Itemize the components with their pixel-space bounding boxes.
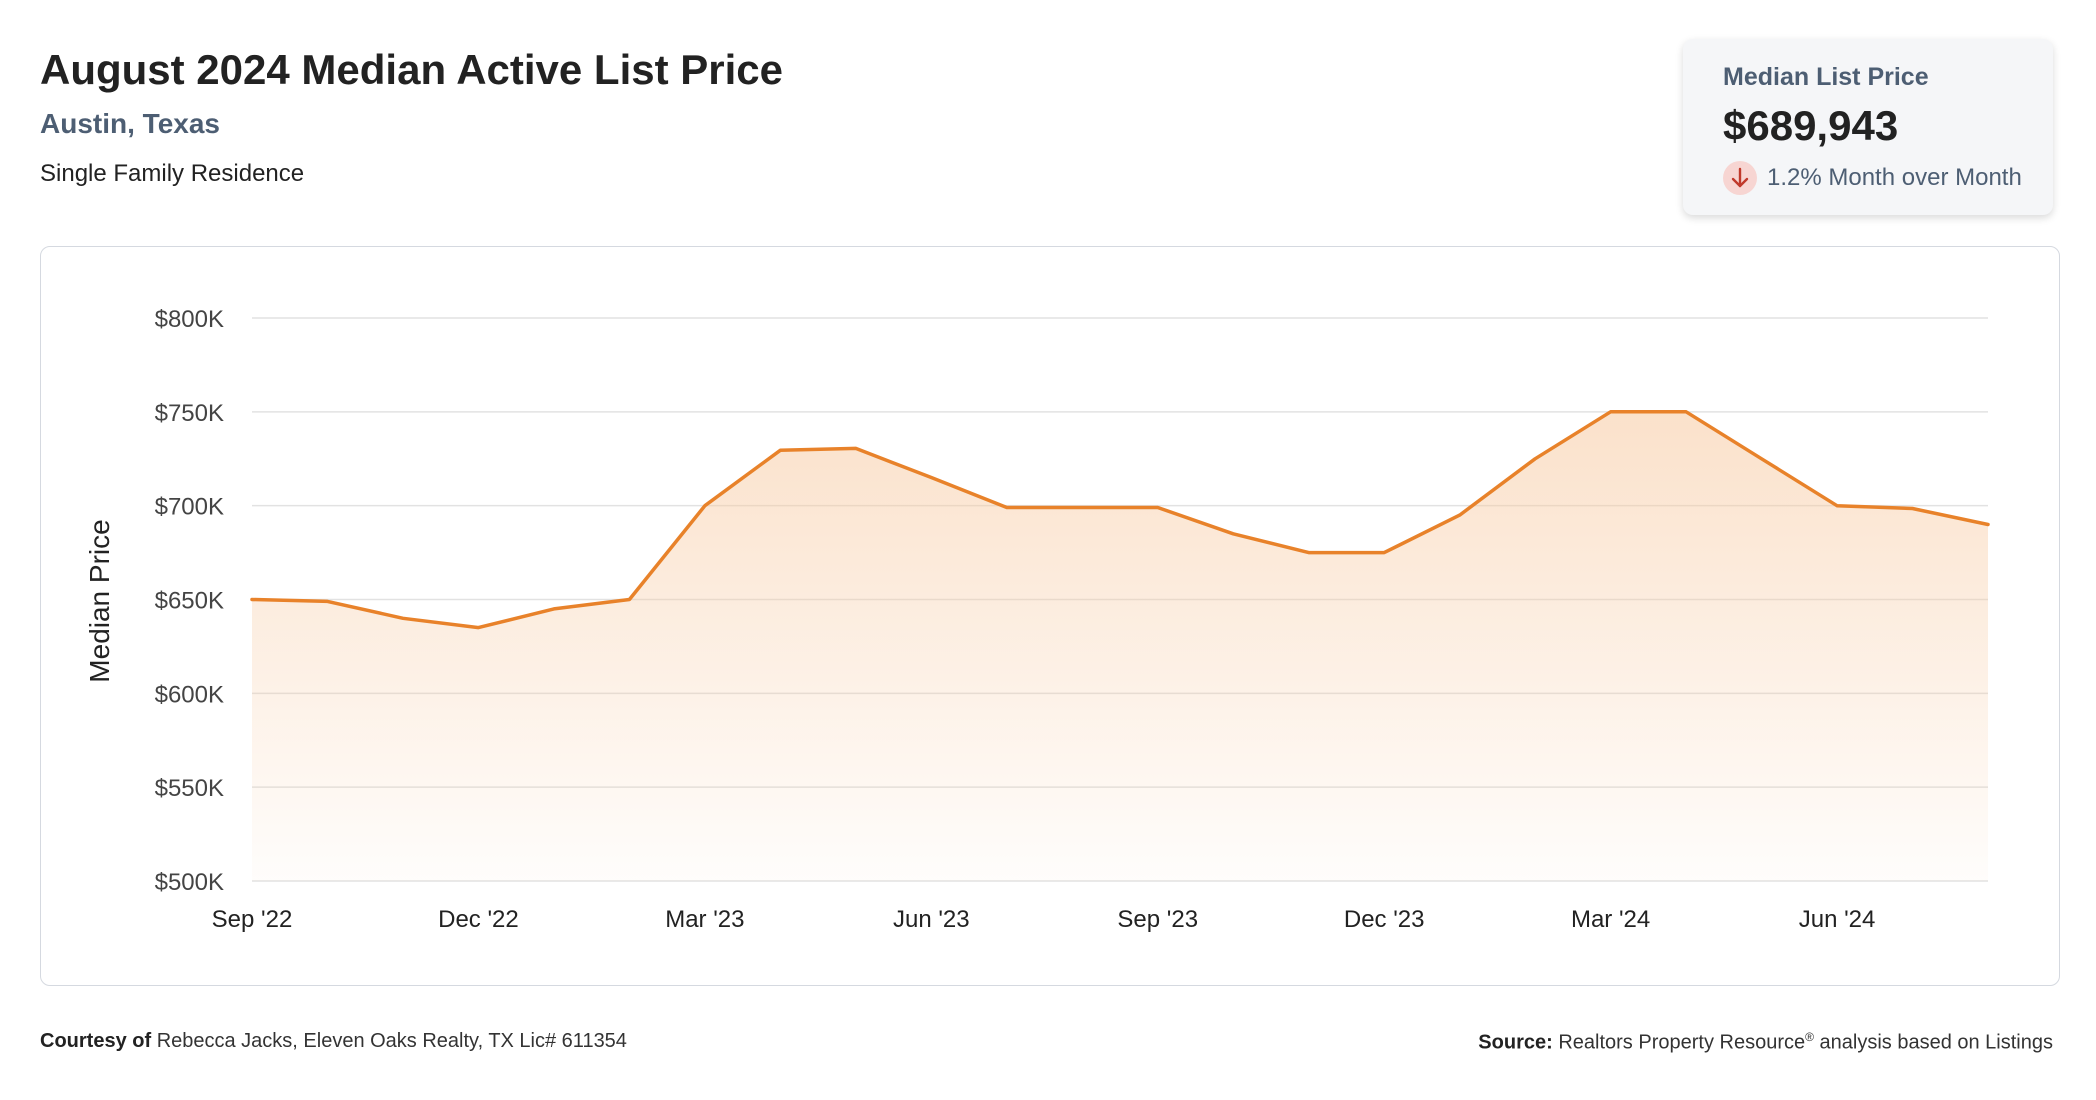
x-tick-label: Sep '23 <box>1117 906 1198 933</box>
x-tick-label: Dec '22 <box>438 906 519 933</box>
courtesy-text: Rebecca Jacks, Eleven Oaks Realty, TX Li… <box>156 1030 627 1052</box>
y-tick-label: $700K <box>155 494 224 521</box>
y-axis-label: Median Price <box>84 519 115 682</box>
area-fill <box>252 411 1988 881</box>
registered-mark: ® <box>1805 1030 1814 1044</box>
courtesy-label: Courtesy of <box>40 1030 152 1052</box>
x-tick-label: Mar '24 <box>1571 906 1650 933</box>
stat-change-text: 1.2% Month over Month <box>1767 164 2022 191</box>
stat-label: Median List Price <box>1723 63 1929 91</box>
property-type-label: Single Family Residence <box>40 160 305 187</box>
source-footer: Source: Realtors Property Resource® anal… <box>1478 1030 2053 1055</box>
arrow-down-icon <box>1723 161 1757 195</box>
x-tick-label: Jun '24 <box>1799 906 1876 933</box>
source-text-a: Realtors Property Resource <box>1558 1031 1806 1054</box>
location-subtitle: Austin, Texas <box>40 108 220 139</box>
x-tick-label: Sep '22 <box>212 906 293 933</box>
stat-change: 1.2% Month over Month <box>1723 161 2022 195</box>
y-tick-label: $550K <box>155 775 224 802</box>
x-tick-label: Dec '23 <box>1344 906 1425 933</box>
y-tick-label: $750K <box>155 400 224 427</box>
y-tick-label: $800K <box>155 306 224 333</box>
x-tick-label: Mar '23 <box>665 906 744 933</box>
x-tick-label: Jun '23 <box>893 906 970 933</box>
source-label: Source: <box>1478 1031 1553 1054</box>
median-price-line <box>250 410 1990 630</box>
y-tick-label: $500K <box>155 869 224 896</box>
courtesy-footer: Courtesy of Rebecca Jacks, Eleven Oaks R… <box>40 1030 627 1053</box>
y-tick-label: $650K <box>155 588 224 615</box>
stat-value: $689,943 <box>1723 102 1899 149</box>
chart-container: $500K $550K $600K $650K $700K $750K $800K Sep … <box>40 246 2060 986</box>
y-tick-label: $600K <box>155 681 224 708</box>
median-price-chart: $500K $550K $600K $650K $700K $750K $800K Sep … <box>84 306 1990 933</box>
median-price-card: Median List Price $689,943 1.2% Month ov… <box>1683 39 2053 215</box>
source-text-b: analysis based on Listings <box>1813 1031 2054 1054</box>
chart-title: August 2024 Median Active List Price <box>40 46 784 93</box>
